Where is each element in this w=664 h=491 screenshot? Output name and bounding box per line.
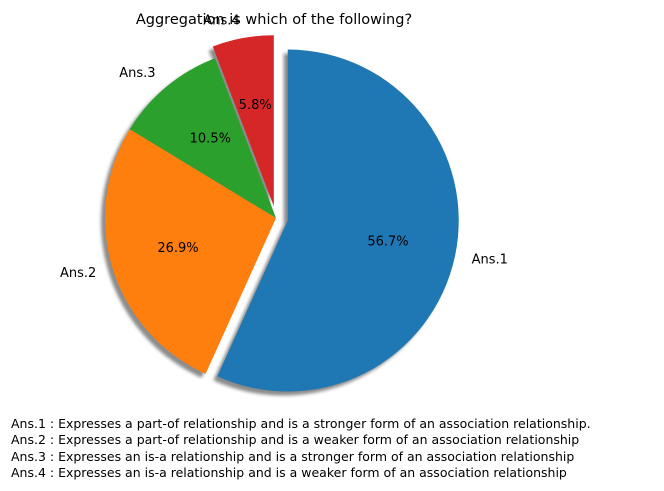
pie-slice-ans-1 [217, 49, 459, 392]
pie-slice-ans-2 [105, 129, 276, 374]
slice-label-ans-3: Ans.3 [119, 66, 155, 81]
answer-note-2: Ans.2 : Expresses a part-of relationship… [11, 432, 580, 448]
slice-percent-ans-1: 56.7% [367, 235, 408, 250]
pie-slices [105, 35, 459, 392]
answer-note-3: Ans.3 : Expresses an is-a relationship a… [11, 448, 575, 464]
answer-note-4: Ans.4 : Expresses an is-a relationship a… [11, 464, 567, 480]
pie-chart: Aggregation is which of the following? A… [60, 12, 508, 396]
pie-slice-ans-3 [129, 58, 276, 218]
slice-label-ans-4: Ans.4 [203, 14, 239, 29]
answer-note-1: Ans.1 : Expresses a part-of relationship… [11, 416, 591, 431]
chart-title: Aggregation is which of the following? [136, 12, 412, 28]
slice-label-ans-1: Ans.1 [472, 253, 508, 268]
slice-percent-ans-4: 5.8% [239, 98, 272, 113]
slice-percent-ans-2: 26.9% [157, 241, 198, 256]
slice-label-ans-2: Ans.2 [60, 266, 96, 281]
answer-notes: Ans.1 : Expresses a part-of relationship… [11, 416, 591, 481]
slice-percent-ans-3: 10.5% [190, 132, 231, 147]
slice-labels: Ans.1 56.7% Ans.2 26.9% Ans.3 10.5% Ans.4 5.8% [60, 14, 508, 281]
pie-slice-ans-4 [212, 35, 274, 207]
